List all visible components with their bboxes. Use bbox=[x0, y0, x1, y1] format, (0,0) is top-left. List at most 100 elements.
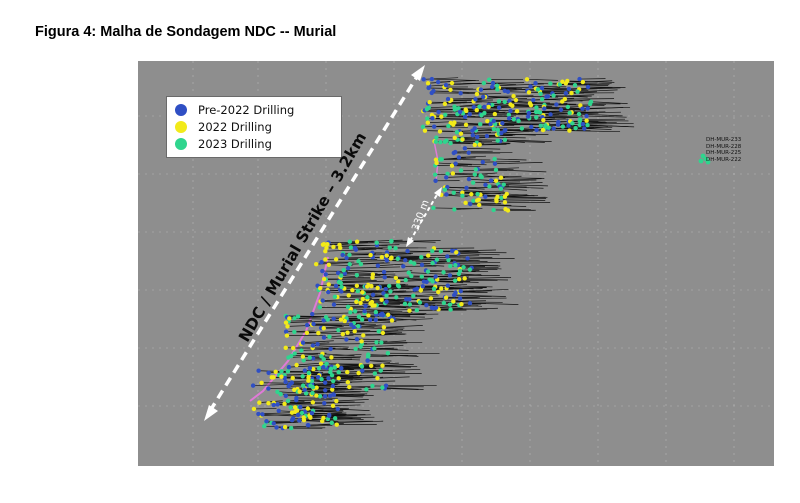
drill-trace bbox=[323, 416, 375, 419]
drill-collar bbox=[326, 282, 331, 287]
drill-trace bbox=[428, 81, 454, 84]
drill-collar bbox=[507, 98, 512, 104]
drill-trace bbox=[461, 303, 487, 305]
drill-trace bbox=[317, 343, 368, 345]
drill-collar bbox=[297, 389, 302, 394]
drill-collar bbox=[505, 89, 511, 94]
drill-trace bbox=[286, 330, 315, 333]
drill-trace bbox=[339, 244, 388, 247]
drill-collar bbox=[494, 197, 499, 202]
drill-collar bbox=[358, 344, 363, 350]
drill-trace bbox=[378, 329, 425, 332]
drill-collar bbox=[291, 345, 296, 351]
drill-collar bbox=[347, 239, 353, 244]
drill-collar bbox=[429, 305, 434, 310]
drill-trace bbox=[376, 304, 420, 308]
drill-collar bbox=[443, 295, 449, 300]
drill-collar bbox=[569, 90, 574, 96]
legend-label: 2023 Drilling bbox=[198, 137, 272, 151]
drill-collar bbox=[551, 93, 556, 98]
drill-collar bbox=[339, 273, 344, 278]
drill-collar bbox=[489, 84, 495, 90]
drill-trace bbox=[391, 240, 436, 243]
drill-collar bbox=[458, 288, 463, 294]
drill-collar bbox=[321, 318, 326, 323]
drill-collar bbox=[319, 376, 324, 382]
drill-trace bbox=[423, 77, 459, 80]
drill-collar bbox=[330, 403, 336, 408]
drill-collar bbox=[375, 263, 381, 268]
drill-collar bbox=[367, 317, 373, 322]
drill-collar bbox=[477, 104, 482, 109]
drill-collar bbox=[533, 80, 538, 86]
drill-collar bbox=[457, 296, 463, 301]
drill-collar bbox=[433, 274, 438, 279]
drill-trace bbox=[543, 129, 591, 132]
drill-collar bbox=[453, 161, 458, 166]
drill-collar bbox=[524, 77, 530, 82]
drill-collar bbox=[326, 289, 331, 295]
drill-trace bbox=[327, 242, 377, 245]
drill-collar bbox=[531, 97, 536, 103]
drill-trace bbox=[336, 399, 369, 402]
strike-arrow-head bbox=[204, 405, 218, 421]
drill-collar bbox=[322, 394, 328, 399]
drill-trace bbox=[347, 370, 393, 373]
drill-collar bbox=[368, 252, 373, 258]
drill-collar bbox=[320, 268, 325, 274]
drill-collar bbox=[548, 112, 553, 117]
drill-collar bbox=[331, 392, 336, 397]
drill-collar bbox=[474, 91, 480, 97]
drill-collar bbox=[566, 123, 571, 128]
drill-collar bbox=[587, 101, 593, 106]
drill-collar bbox=[370, 272, 376, 277]
drill-collar bbox=[359, 317, 365, 322]
drill-collar bbox=[256, 411, 261, 417]
drill-collar bbox=[305, 422, 311, 428]
drill-trace bbox=[472, 134, 513, 137]
drill-collar bbox=[332, 365, 338, 370]
drill-collar bbox=[307, 365, 313, 371]
drill-collar bbox=[394, 295, 399, 300]
drill-collar bbox=[362, 308, 367, 314]
drill-collar bbox=[356, 259, 361, 264]
drill-collar bbox=[463, 200, 468, 206]
drill-collar bbox=[302, 368, 308, 373]
drill-trace bbox=[341, 275, 364, 278]
drill-trace bbox=[374, 348, 398, 350]
drill-collar bbox=[286, 355, 291, 360]
drill-collar bbox=[264, 419, 269, 424]
drill-collar bbox=[294, 408, 300, 413]
legend-label: 2022 Drilling bbox=[198, 120, 272, 134]
drill-collar bbox=[493, 178, 499, 183]
drill-collar bbox=[382, 275, 387, 280]
drill-collar bbox=[332, 416, 338, 421]
drill-collar bbox=[407, 308, 412, 313]
drill-collar bbox=[307, 355, 312, 360]
drill-trace bbox=[455, 150, 493, 153]
drill-collar bbox=[449, 248, 455, 254]
drill-collar bbox=[444, 175, 449, 180]
drill-collar bbox=[451, 190, 456, 195]
drill-collar bbox=[473, 97, 478, 102]
drill-collar bbox=[463, 122, 469, 128]
drill-trace bbox=[385, 287, 438, 290]
drill-collar bbox=[460, 137, 465, 142]
drill-collar bbox=[369, 283, 374, 289]
drill-collar bbox=[320, 242, 326, 247]
drill-collar bbox=[567, 128, 572, 133]
drill-trace bbox=[370, 253, 412, 256]
strike-arrow-line bbox=[208, 74, 420, 412]
drill-collar bbox=[321, 415, 326, 421]
drill-collar bbox=[358, 300, 363, 306]
drill-trace bbox=[261, 382, 305, 384]
drill-collar bbox=[453, 262, 458, 268]
drill-collar bbox=[445, 171, 450, 176]
drill-collar bbox=[441, 300, 447, 306]
drill-collar bbox=[289, 410, 295, 415]
drill-trace bbox=[393, 318, 417, 321]
drill-collar bbox=[499, 130, 504, 136]
drill-collar bbox=[425, 269, 431, 274]
drill-trace bbox=[458, 253, 500, 256]
drill-trace bbox=[338, 280, 377, 282]
